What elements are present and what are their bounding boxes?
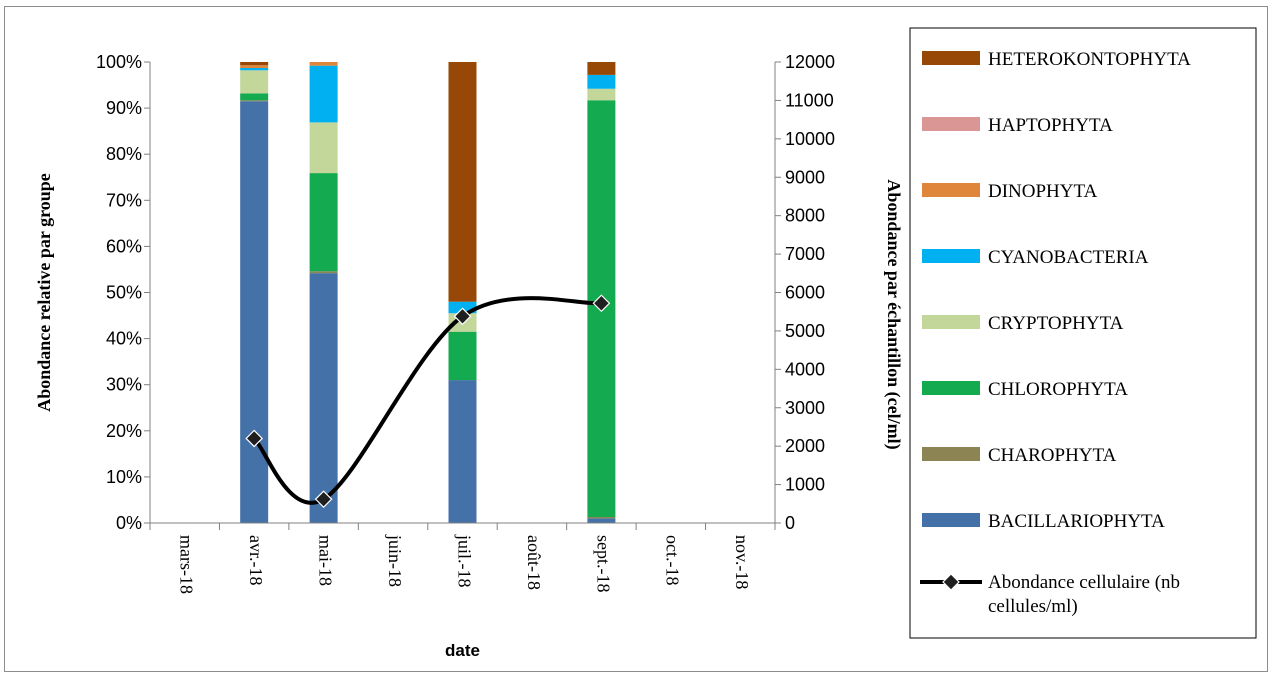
bar-segment (587, 62, 616, 75)
y-tick-label: 0% (116, 513, 142, 533)
legend-swatch (922, 117, 980, 131)
x-tick-label: nov.-18 (732, 535, 752, 589)
x-tick-label: oct.-18 (663, 535, 683, 585)
bar-segment (240, 93, 269, 101)
legend-label: HETEROKONTOPHYTA (988, 49, 1191, 70)
bar-segment (240, 70, 269, 94)
legend-swatch (922, 381, 980, 395)
bar-segment (587, 517, 616, 519)
y2-tick-label: 4000 (785, 359, 825, 379)
y2-tick-label: 3000 (785, 398, 825, 418)
y-tick-label: 60% (106, 236, 142, 256)
bar-segment (587, 518, 616, 523)
line-layer (245, 294, 611, 509)
legend-line-marker (942, 573, 960, 591)
legend-label: HAPTOPHYTA (988, 115, 1113, 136)
y2-tick-label: 0 (785, 513, 795, 533)
bar-segment (309, 62, 338, 66)
y2-tick-label: 2000 (785, 436, 825, 456)
line-marker (245, 429, 264, 448)
bar-segment (309, 273, 338, 523)
abundance-line (252, 296, 602, 505)
legend: HETEROKONTOPHYTA HAPTOPHYTA DINOPHYTA CYANO… (909, 27, 1257, 639)
bar-segment (240, 67, 269, 71)
y2-axis-title: Abondance par échantillon (cel/ml) (883, 179, 904, 449)
bar-segment (309, 122, 338, 174)
y-tick-label: 50% (106, 283, 142, 303)
x-axis-title: date (445, 641, 480, 660)
x-tick-label: sept.-18 (593, 535, 613, 593)
legend-swatch (922, 183, 980, 197)
y-axis-title: Abondance relative par groupe (34, 173, 54, 412)
y-tick-label: 40% (106, 329, 142, 349)
bar-segment (587, 74, 616, 89)
y-tick-label: 90% (106, 98, 142, 118)
legend-label: CYANOBACTERIA (988, 247, 1149, 268)
legend-label: CHAROPHYTA (988, 445, 1117, 466)
legend-swatch (922, 249, 980, 263)
y2-tick-label: 12000 (785, 52, 835, 72)
bar-segment (240, 65, 269, 68)
x-tick-label: juil.-18 (454, 534, 474, 588)
bar-segment (240, 62, 269, 66)
bar-segment (309, 173, 338, 272)
bar-segment (448, 62, 477, 302)
axes-layer: 0% 10% 20% 30% 40% 50% 60% 70% 80% 90% 100% 0 1000 20… (34, 52, 904, 660)
line-marker (314, 490, 333, 509)
bar-segment (448, 331, 477, 381)
line-marker (453, 307, 472, 326)
y-tick-label: 80% (106, 144, 142, 164)
y2-tick-label: 5000 (785, 321, 825, 341)
legend-label: CHLOROPHYTA (988, 379, 1128, 400)
x-tick-label: mai-18 (315, 535, 335, 586)
legend-label: DINOPHYTA (988, 181, 1098, 202)
y2-tick-label: 11000 (785, 90, 834, 110)
y-tick-label: 100% (96, 52, 142, 72)
y-tick-label: 20% (106, 421, 142, 441)
legend-swatch (922, 315, 980, 329)
y2-tick-label: 10000 (785, 129, 835, 149)
y2-tick-label: 9000 (785, 167, 825, 187)
legend-label: BACILLARIOPHYTA (988, 511, 1165, 532)
bar-segment (587, 88, 616, 101)
y2-tick-label: 8000 (785, 206, 825, 226)
bar-segment (448, 380, 477, 523)
bar-segment (240, 101, 269, 523)
y-tick-label: 10% (106, 467, 142, 487)
x-tick-label: juin-18 (385, 534, 405, 587)
legend-label: Abondance cellulaire (nb cellules/ml) (988, 572, 1180, 617)
legend-swatch (922, 51, 980, 65)
y2-tick-label: 6000 (785, 283, 825, 303)
x-tick-label: août-18 (524, 535, 544, 590)
bar-segment (240, 100, 269, 102)
bar-layer (240, 62, 616, 523)
x-tick-label: avr.-18 (246, 535, 266, 585)
legend-label: CRYPTOPHYTA (988, 313, 1124, 334)
legend-swatch (922, 513, 980, 527)
x-tick-label: mars-18 (177, 535, 197, 594)
bar-segment (309, 65, 338, 123)
bar-segment (309, 271, 338, 274)
legend-swatch (922, 447, 980, 461)
y-tick-label: 70% (106, 190, 142, 210)
y2-tick-label: 1000 (785, 475, 825, 495)
y2-tick-label: 7000 (785, 244, 825, 264)
y-tick-label: 30% (106, 375, 142, 395)
line-marker (592, 294, 611, 313)
